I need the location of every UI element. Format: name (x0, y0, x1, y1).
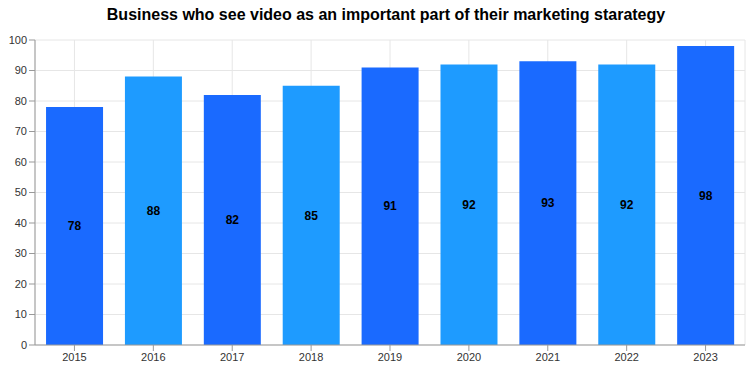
html-text:Business who see video as an i: Business who see video as an important p… (106, 6, 666, 23)
svg-text:50: 50 (15, 186, 27, 198)
svg-text:20: 20 (15, 278, 27, 290)
svg-text:2016: 2016 (141, 351, 165, 363)
svg-text:10: 10 (15, 308, 27, 320)
svg-text:91: 91 (383, 199, 397, 213)
svg-text:60: 60 (15, 156, 27, 168)
svg-text:2021: 2021 (536, 351, 560, 363)
svg-text:40: 40 (15, 217, 27, 229)
svg-text:80: 80 (15, 95, 27, 107)
svg-text:30: 30 (15, 247, 27, 259)
svg-text:2015: 2015 (62, 351, 86, 363)
svg-text:92: 92 (620, 198, 634, 212)
svg-text:70: 70 (15, 125, 27, 137)
svg-text:90: 90 (15, 64, 27, 76)
svg-text:2023: 2023 (693, 351, 717, 363)
svg-text:88: 88 (147, 204, 161, 218)
svg-text:2018: 2018 (299, 351, 323, 363)
svg-text:2022: 2022 (614, 351, 638, 363)
svg-text:82: 82 (226, 213, 240, 227)
svg-text:2019: 2019 (378, 351, 402, 363)
svg-text:2020: 2020 (457, 351, 481, 363)
svg-text:85: 85 (305, 209, 319, 223)
svg-text:92: 92 (462, 198, 476, 212)
svg-text:2017: 2017 (220, 351, 244, 363)
svg-text:0: 0 (21, 339, 27, 351)
svg-text:93: 93 (541, 196, 555, 210)
svg-text:78: 78 (68, 219, 82, 233)
svg-text:100: 100 (9, 34, 27, 46)
svg-text:98: 98 (699, 189, 713, 203)
